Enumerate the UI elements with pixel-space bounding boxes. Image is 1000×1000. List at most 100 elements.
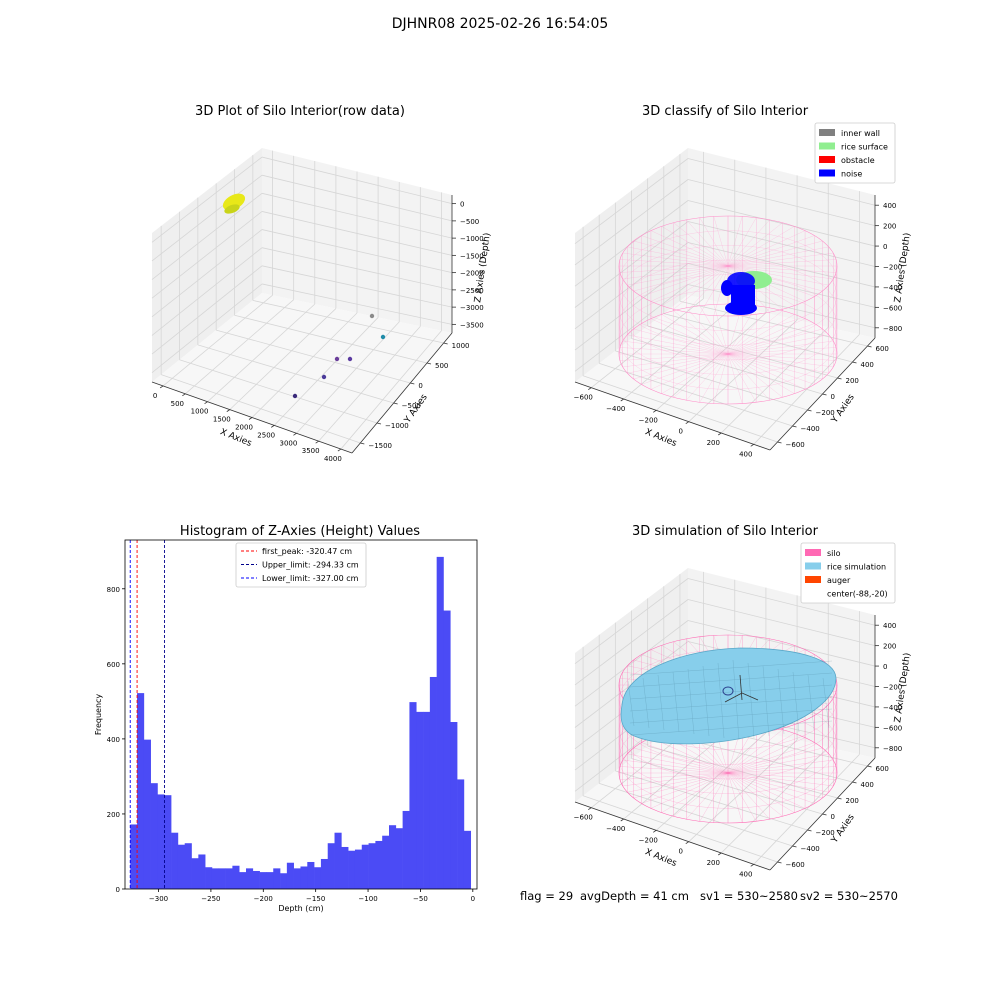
histogram-bar (389, 825, 396, 889)
raw3d-y-tick-label: −1500 (368, 442, 392, 450)
sim3d-x-tick (718, 853, 721, 855)
cls3d-x-tick (588, 388, 591, 390)
raw3d-y-tick-label: −1000 (385, 422, 409, 430)
histogram-bar (171, 833, 178, 889)
histogram-x-tick-label: −250 (201, 895, 220, 903)
cls3d-legend-swatch (819, 156, 835, 163)
histogram-bar (287, 863, 294, 889)
histogram-x-tick-label: −300 (149, 895, 168, 903)
sim3d-y-tick (808, 830, 812, 831)
histogram-bar (294, 868, 301, 889)
raw3d-y-tick (410, 383, 414, 384)
cls3d-z-tick-label: 400 (883, 202, 896, 210)
cls3d-x-tick-label: −400 (606, 405, 625, 413)
raw3d-x-tick (160, 386, 163, 388)
sim3d-y-tick (793, 846, 797, 847)
histogram-bar (219, 868, 226, 889)
cls3d-x-tick-label: 0 (679, 428, 683, 436)
cls3d-y-tick (778, 442, 782, 443)
cls3d-x-tick (653, 410, 656, 412)
histogram-x-tick-label: −150 (306, 895, 325, 903)
histogram-bar (151, 783, 158, 889)
cls3d-y-tick-label: −400 (801, 425, 820, 433)
histogram-bar (192, 858, 199, 889)
raw3d-x-tick-label: 500 (171, 400, 184, 408)
raw3d-scatter-point (381, 335, 385, 339)
sim3d-y-tick (868, 766, 872, 767)
histogram-bar (307, 862, 314, 889)
histogram-x-tick-label: −200 (254, 895, 273, 903)
sim3d-x-tick (621, 819, 624, 821)
histogram-bar (157, 794, 164, 889)
raw3d-y-tick-label: 0 (418, 382, 422, 390)
histogram-bar (314, 867, 321, 889)
histogram-y-tick-label: 0 (116, 886, 120, 894)
raw3d-x-tick (316, 441, 319, 443)
cls3d-x-tick (621, 399, 624, 401)
footer-sv2: sv2 = 530~2570 (800, 889, 898, 903)
histogram-bar (375, 841, 382, 889)
cls3d-noise-points-left (721, 280, 733, 296)
raw3d-y-tick (360, 443, 364, 444)
sim3d-x-tick-label: 400 (739, 870, 752, 878)
histogram-x-axis-label: Depth (cm) (278, 904, 323, 913)
raw3d-x-tick-label: 3500 (302, 447, 320, 455)
cls3d-z-tick-label: 200 (883, 223, 896, 231)
sim3d-y-tick (853, 782, 857, 783)
histogram-y-tick-label: 600 (107, 661, 120, 669)
histogram-bar (273, 868, 280, 889)
cls3d-x-tick (686, 422, 689, 424)
raw3d-z-tick-label: −3000 (460, 304, 484, 312)
histogram-bar (430, 677, 437, 889)
cls3d-x-tick-label: −200 (639, 416, 658, 424)
raw3d-y-tick-label: 500 (435, 362, 448, 370)
cls3d-z-tick-label: 0 (883, 243, 887, 251)
histogram-bar (321, 859, 328, 889)
raw3d-z-tick-label: −1000 (460, 235, 484, 243)
histogram-bar (403, 811, 410, 889)
cls3d-x-axis-label: X Axies (643, 427, 678, 449)
raw3d-x-tick (293, 433, 296, 435)
sim3d-y-tick-label: −400 (801, 845, 820, 853)
histogram-bar (355, 850, 362, 889)
histogram-bar (369, 843, 376, 889)
cls3d-x-tick-label: 400 (739, 450, 752, 458)
cls3d-legend-swatch (819, 143, 835, 150)
histogram-bar (396, 828, 403, 889)
raw3d-scatter-point (335, 357, 339, 361)
histogram-y-tick-label: 200 (107, 811, 120, 819)
histogram-bar (246, 868, 253, 889)
histogram-legend-label: first_peak: -320.47 cm (262, 547, 352, 556)
cls3d-legend-label: rice surface (841, 143, 888, 152)
cls3d-y-tick (853, 362, 857, 363)
cls3d-legend-swatch (819, 129, 835, 136)
sim3d-x-tick (653, 830, 656, 832)
histogram-y-tick-label: 400 (107, 736, 120, 744)
histogram-bar (239, 872, 246, 889)
sim3d-legend-swatch (805, 576, 821, 583)
histogram-bar (300, 866, 307, 889)
cls3d-y-tick (868, 346, 872, 347)
histogram-bar (205, 867, 212, 889)
histogram-bar (266, 872, 273, 889)
sim3d-y-tick-label: 0 (831, 813, 835, 821)
histogram-bar (178, 845, 185, 889)
sim3d-legend-label: center(-88,-20) (827, 590, 888, 599)
histogram-bar (198, 854, 205, 889)
histogram-bar (253, 871, 260, 889)
cls3d-y-tick (838, 378, 842, 379)
sim3d-x-tick (686, 842, 689, 844)
raw3d-y-tick (377, 423, 381, 424)
raw3d-y-tick (427, 363, 431, 364)
raw3d-x-tick (227, 410, 230, 412)
histogram-bar (450, 722, 457, 889)
sim3d-legend-label: auger (827, 576, 851, 585)
histogram-bar (212, 868, 219, 889)
cls3d-x-tick-label: 200 (707, 439, 720, 447)
sim3d-x-tick-label: −400 (606, 825, 625, 833)
raw3d-scatter-point (293, 394, 297, 398)
histogram-bar (185, 843, 192, 889)
cls3d-x-tick (718, 433, 721, 435)
raw3d-z-tick-label: 0 (460, 201, 464, 209)
